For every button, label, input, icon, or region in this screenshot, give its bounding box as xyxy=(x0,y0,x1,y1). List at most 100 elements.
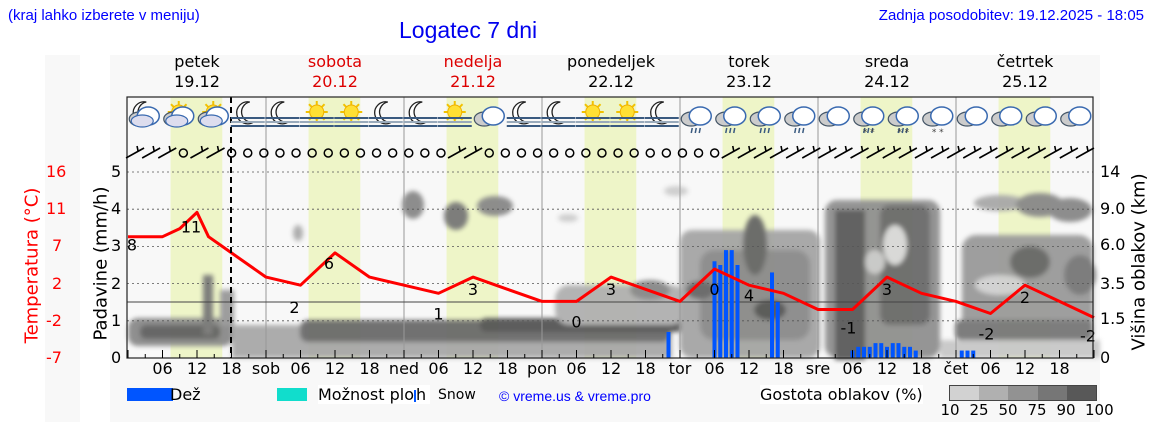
x-tick-label: 06 xyxy=(704,359,725,378)
cloud-height-tick: 9.0 xyxy=(1100,199,1126,218)
day-header: torek 23.12 xyxy=(726,52,772,91)
x-tick-label: 12 xyxy=(600,359,622,378)
rain-cloud-icon xyxy=(784,106,816,134)
density-swatch xyxy=(979,386,1009,400)
x-tick-label: 18 xyxy=(1049,359,1070,378)
svg-text:4: 4 xyxy=(744,286,754,305)
x-tick-label: 06 xyxy=(152,359,173,378)
moon-fog-icon xyxy=(541,101,576,127)
svg-text:* *: * * xyxy=(897,128,909,138)
calm-wind-icon xyxy=(275,148,285,158)
svg-text:-2: -2 xyxy=(1080,327,1096,346)
wind-barb-icon xyxy=(866,145,886,159)
calm-wind-icon xyxy=(597,148,607,158)
temp-tick: -2 xyxy=(46,310,62,330)
wind-barb-icon xyxy=(447,145,467,159)
copyright-link[interactable]: © vreme.us & vreme.pro xyxy=(499,388,651,404)
x-tick-label: 18 xyxy=(773,359,794,378)
wind-barb-icon xyxy=(1059,145,1079,159)
calm-wind-icon xyxy=(645,148,655,158)
svg-text:0: 0 xyxy=(709,280,719,299)
wind-barb-icon xyxy=(190,145,209,159)
wind-barb-icon xyxy=(721,145,741,159)
calm-wind-icon xyxy=(339,148,350,158)
sun-fog-icon xyxy=(334,101,369,127)
x-tick-label: tor xyxy=(668,359,692,378)
wind-barb-icon xyxy=(769,145,789,159)
density-tick: 75 xyxy=(1027,401,1047,419)
legend-snow-label: Snow xyxy=(438,387,476,403)
x-tick-label: 12 xyxy=(1014,359,1036,378)
density-swatch xyxy=(1066,386,1097,400)
density-tick: 100 xyxy=(1085,401,1114,419)
calm-wind-icon xyxy=(178,148,189,158)
cloud-height-tick: 0 xyxy=(1100,348,1111,367)
wind-barb-icon xyxy=(1075,145,1095,159)
grid-lines xyxy=(127,97,1093,358)
moon-fog-icon xyxy=(265,101,300,127)
x-tick-label: sre xyxy=(805,359,831,378)
cloud-height-tick: 6.0 xyxy=(1100,235,1126,254)
wind-barb-icon xyxy=(946,145,966,159)
cloud-density-label: Gostota oblakov (%) xyxy=(760,385,923,404)
wind-barb-icon xyxy=(978,145,998,159)
density-tick: 10 xyxy=(940,401,960,419)
svg-text:6: 6 xyxy=(324,254,334,273)
wind-barb-icon xyxy=(125,145,145,159)
location-hint-link[interactable]: (kraj lahko izberete v meniju) xyxy=(8,7,200,24)
rain-cloud-icon xyxy=(680,106,712,134)
calm-wind-icon xyxy=(548,148,559,158)
calm-wind-icon xyxy=(323,148,333,158)
x-tick-label: 06 xyxy=(566,359,587,378)
calm-wind-icon xyxy=(661,148,672,158)
temp-tick: 2 xyxy=(52,273,63,293)
svg-text:1: 1 xyxy=(433,304,443,323)
moon-fog-icon xyxy=(230,101,265,127)
legend-shower-swatch xyxy=(277,388,307,401)
wind-barb-icon xyxy=(914,145,934,159)
precip-tick: 3 xyxy=(111,236,122,256)
day-header: nedelja 21.12 xyxy=(443,52,503,91)
wind-barb-icon xyxy=(463,145,483,159)
x-tick-label: 06 xyxy=(980,359,1001,378)
density-swatch xyxy=(1008,386,1038,400)
wind-barb-icon xyxy=(817,145,837,159)
svg-text:11: 11 xyxy=(181,217,201,236)
day-header: četrtek 25.12 xyxy=(996,52,1054,91)
cloud-icon xyxy=(1025,106,1057,127)
moon-fog-icon xyxy=(644,101,679,127)
legend-rain-label: Dež xyxy=(170,385,201,404)
x-tick-label: 18 xyxy=(635,359,656,378)
temp-axis-panel xyxy=(45,55,80,422)
density-tick: 90 xyxy=(1056,401,1076,419)
density-swatch xyxy=(950,386,980,400)
calm-wind-icon xyxy=(404,148,414,158)
wind-barb-icon xyxy=(1027,145,1047,159)
wind-barb-icon xyxy=(157,145,177,159)
wind-barb-icon xyxy=(785,145,805,159)
cloud-icon xyxy=(956,106,988,127)
svg-text:-1: -1 xyxy=(841,318,857,337)
moon-fog-icon xyxy=(506,101,541,127)
x-tick-label: 12 xyxy=(462,359,484,378)
sun-fog-icon xyxy=(575,101,610,127)
day-header: petek 19.12 xyxy=(174,52,220,91)
calm-wind-icon xyxy=(629,148,639,158)
temp-tick: -7 xyxy=(46,348,62,367)
sun-cloud-icon xyxy=(197,101,229,128)
x-tick-label: 12 xyxy=(186,359,208,378)
calm-wind-icon xyxy=(436,148,446,158)
calm-wind-icon xyxy=(420,148,430,158)
x-tick-label: 18 xyxy=(359,359,380,378)
calm-wind-icon xyxy=(243,148,253,158)
x-tick-label: 18 xyxy=(497,359,518,378)
x-tick-label: 12 xyxy=(324,359,346,378)
day-header: sreda 24.12 xyxy=(864,52,910,91)
calm-wind-icon xyxy=(291,148,301,158)
x-tick-label: 18 xyxy=(221,359,242,378)
page-title: Logatec 7 dni xyxy=(399,17,538,43)
wind-barb-icon xyxy=(206,145,225,159)
x-tick-label: ned xyxy=(388,359,420,378)
calm-wind-icon xyxy=(484,148,494,158)
